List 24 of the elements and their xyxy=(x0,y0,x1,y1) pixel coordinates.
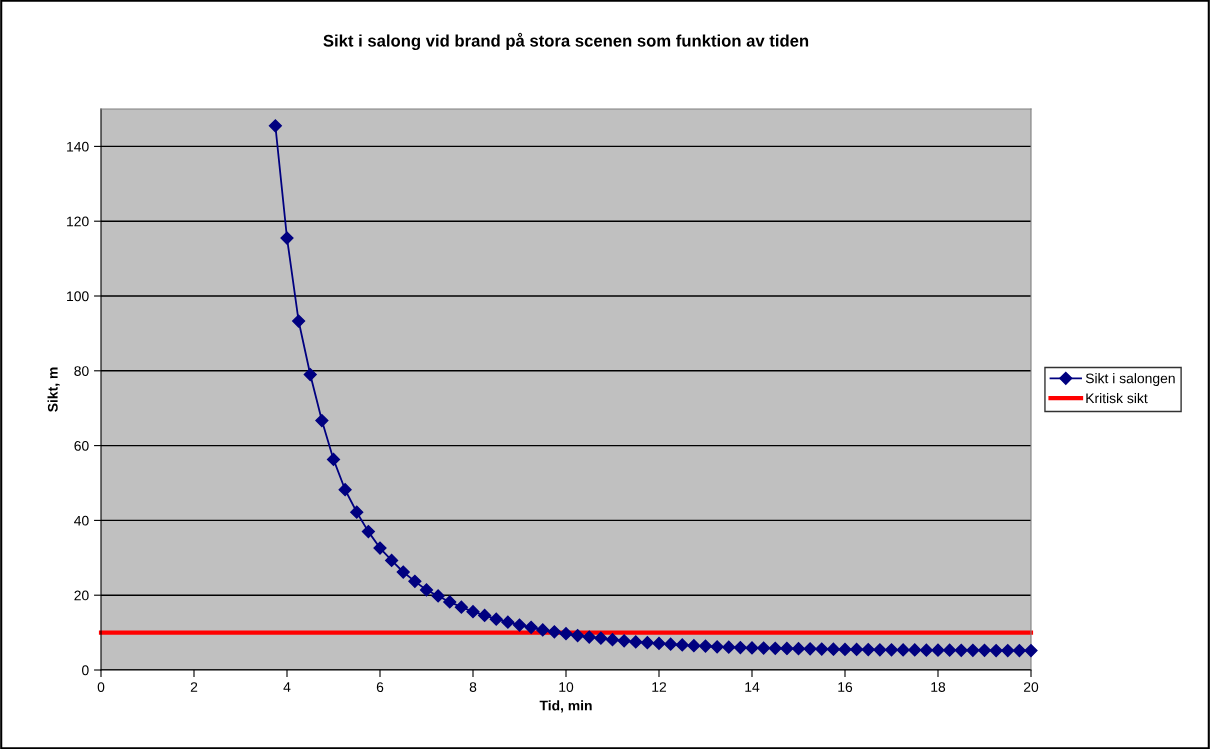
x-tick-label: 2 xyxy=(190,682,198,692)
chart-title: Sikt i salong vid brand på stora scenen som funktion av tiden xyxy=(323,32,809,51)
y-tick-label: 20 xyxy=(74,590,89,601)
x-tick-label: 16 xyxy=(838,682,853,693)
x-tick-label: 18 xyxy=(931,682,946,693)
x-tick-label: 12 xyxy=(652,682,667,692)
y-tick-label: 120 xyxy=(67,216,89,227)
legend-label: Sikt i salongen xyxy=(1085,373,1175,387)
x-tick-label: 10 xyxy=(559,682,574,693)
legend-label: Kritisk sikt xyxy=(1086,392,1148,404)
y-tick-label: 80 xyxy=(74,366,89,376)
x-tick-label: 8 xyxy=(469,682,477,693)
x-tick-label: 20 xyxy=(1023,682,1039,693)
x-tick-label: 6 xyxy=(376,682,384,693)
x-tick-label: 4 xyxy=(283,682,291,692)
y-tick-label: 40 xyxy=(74,515,89,526)
x-tick-label: 14 xyxy=(745,682,760,692)
y-tick-label: 0 xyxy=(82,665,89,676)
y-tick-label: 140 xyxy=(67,141,89,152)
y-tick-label: 60 xyxy=(74,440,89,451)
y-axis-title: Sikt, m xyxy=(47,367,60,412)
y-tick-label: 100 xyxy=(67,291,89,302)
x-axis-title: Tid, min xyxy=(539,700,592,713)
x-tick-label: 0 xyxy=(97,682,105,693)
